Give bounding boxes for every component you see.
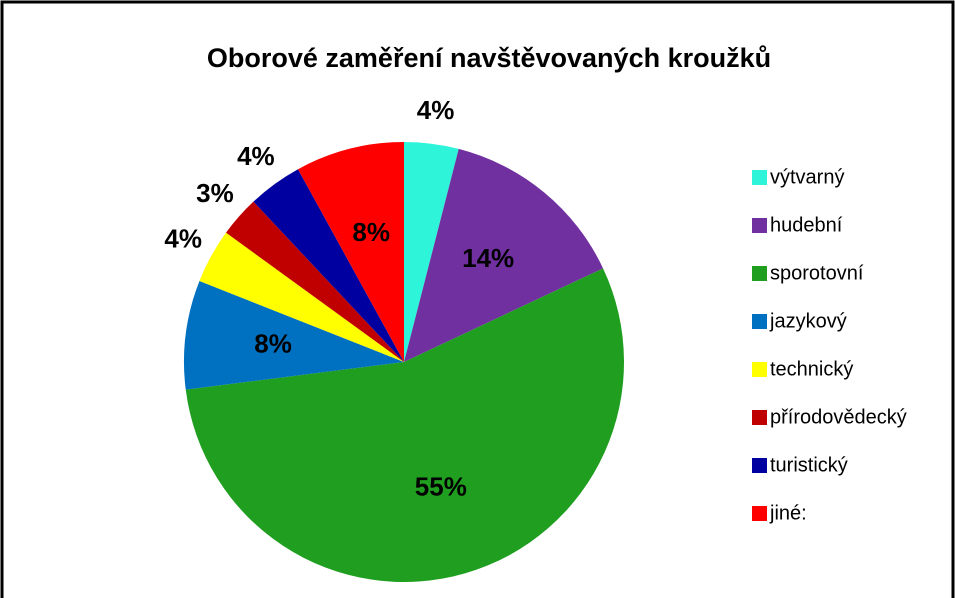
pie-slice bbox=[404, 142, 459, 362]
pie-slice bbox=[298, 142, 404, 362]
legend-label: turistický bbox=[770, 454, 848, 476]
legend-swatch bbox=[752, 170, 767, 185]
legend-label: výtvarný bbox=[770, 166, 844, 188]
legend-label: hudební bbox=[770, 214, 843, 236]
legend-label: jiné: bbox=[769, 502, 807, 524]
pie-slice bbox=[184, 281, 404, 390]
data-label: 8% bbox=[352, 217, 390, 247]
legend-label: technický bbox=[770, 358, 853, 380]
data-label: 8% bbox=[254, 328, 292, 358]
legend-swatch bbox=[752, 266, 767, 281]
legend-swatch bbox=[752, 506, 767, 521]
data-label: 14% bbox=[462, 243, 514, 273]
legend-swatch bbox=[752, 458, 767, 473]
pie-slice bbox=[199, 232, 404, 362]
data-label: 55% bbox=[415, 472, 467, 502]
legend-label: přírodovědecký bbox=[770, 406, 907, 428]
legend-swatch bbox=[752, 362, 767, 377]
pie-slice bbox=[404, 148, 604, 362]
data-label: 4% bbox=[417, 95, 455, 125]
data-label: 4% bbox=[237, 141, 275, 171]
legend-swatch bbox=[752, 218, 767, 233]
pie-slice bbox=[253, 169, 404, 362]
data-label: 4% bbox=[164, 223, 202, 253]
chart-title: Oborové zaměření navštěvovaných kroužků bbox=[207, 43, 771, 73]
pie-slice bbox=[226, 201, 404, 362]
legend-label: jazykový bbox=[769, 310, 847, 332]
legend-label: sporotovní bbox=[770, 262, 864, 284]
legend-swatch bbox=[752, 410, 767, 425]
legend-swatch bbox=[752, 314, 767, 329]
pie-slice bbox=[185, 268, 625, 582]
data-label: 3% bbox=[196, 178, 234, 208]
